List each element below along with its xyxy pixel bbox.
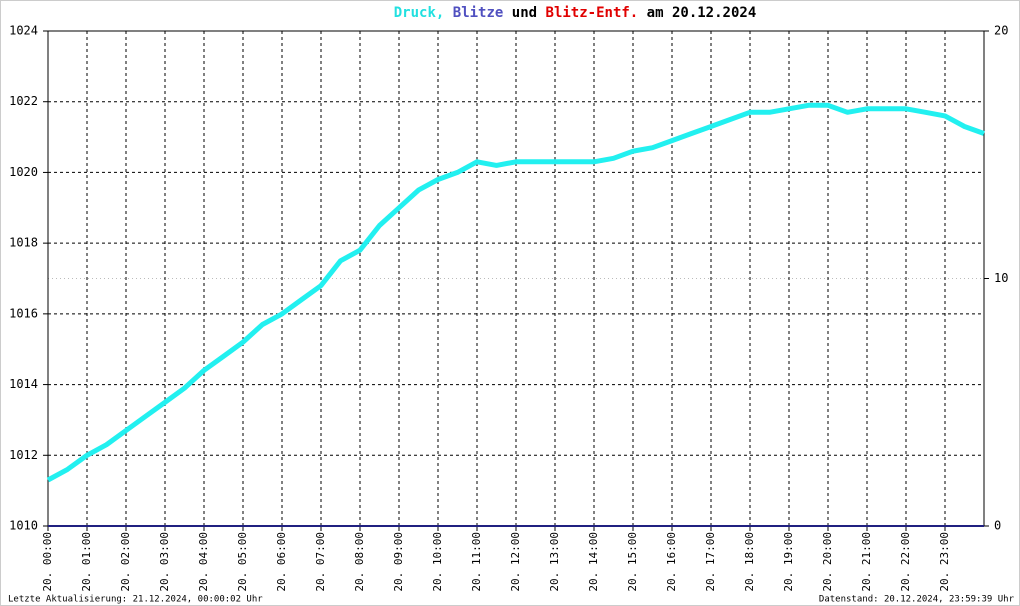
x-tick-label: 20. 03:00: [158, 532, 171, 592]
x-tick-label: 20. 08:00: [353, 532, 366, 592]
x-tick-label: 20. 12:00: [509, 532, 522, 592]
x-tick-label: 20. 06:00: [275, 532, 288, 592]
x-tick-label: 20. 18:00: [743, 532, 756, 592]
y-tick-label: 1022: [9, 94, 38, 108]
x-tick-label: 20. 17:00: [704, 532, 717, 592]
x-tick-label: 20. 00:00: [41, 532, 54, 592]
title-part: Druck,: [394, 5, 445, 21]
footer-left: Letzte Aktualisierung: 21.12.2024, 00:00…: [8, 595, 263, 605]
x-tick-label: 20. 02:00: [119, 532, 132, 592]
x-tick-label: 20. 20:00: [821, 532, 834, 592]
chart-title: Druck, Blitze und Blitz-Entf. am 20.12.2…: [394, 5, 757, 21]
x-tick-label: 20. 04:00: [197, 532, 210, 592]
y2-tick-label: 20: [994, 24, 1008, 38]
y2-tick-label: 0: [994, 519, 1001, 533]
x-tick-label: 20. 15:00: [626, 532, 639, 592]
x-tick-label: 20. 23:00: [938, 532, 951, 592]
title-part: Blitze: [453, 5, 504, 21]
footer-right: Datenstand: 20.12.2024, 23:59:39 Uhr: [819, 595, 1015, 605]
x-tick-label: 20. 19:00: [782, 532, 795, 592]
x-tick-label: 20. 05:00: [236, 532, 249, 592]
y-tick-label: 1020: [9, 165, 38, 179]
x-tick-label: 20. 01:00: [80, 532, 93, 592]
x-tick-label: 20. 13:00: [548, 532, 561, 592]
title-part: und: [512, 5, 537, 21]
y-tick-label: 1016: [9, 306, 38, 320]
x-tick-label: 20. 21:00: [860, 532, 873, 592]
title-part: Blitz-Entf.: [546, 5, 639, 21]
y-tick-label: 1018: [9, 236, 38, 250]
y-tick-label: 1012: [9, 448, 38, 462]
y-tick-label: 1024: [9, 24, 38, 38]
y-tick-label: 1010: [9, 519, 38, 533]
x-tick-label: 20. 22:00: [899, 532, 912, 592]
x-tick-label: 20. 14:00: [587, 532, 600, 592]
title-part: am 20.12.2024: [647, 5, 757, 21]
y-tick-label: 1014: [9, 377, 38, 391]
x-tick-label: 20. 07:00: [314, 532, 327, 592]
x-tick-label: 20. 09:00: [392, 532, 405, 592]
y2-tick-label: 10: [994, 271, 1008, 285]
x-tick-label: 20. 11:00: [470, 532, 483, 592]
x-tick-label: 20. 10:00: [431, 532, 444, 592]
x-tick-label: 20. 16:00: [665, 532, 678, 592]
series-line: [46, 102, 985, 483]
